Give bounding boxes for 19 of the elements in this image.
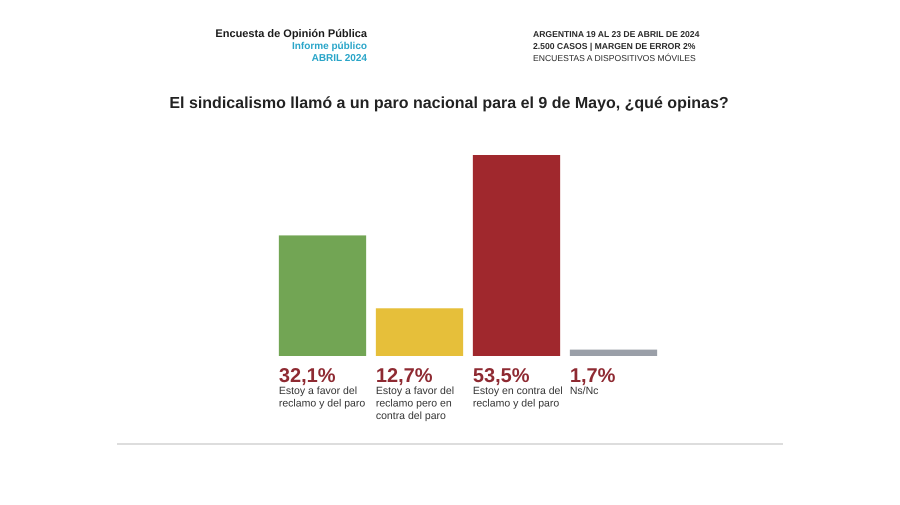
bar <box>278 235 366 356</box>
x-tick-label: Ns/Nc <box>570 385 598 397</box>
text: Informe público <box>292 41 367 52</box>
data-label: 12,7% <box>376 365 433 387</box>
text: ENCUESTAS A DISPOSITIVOS MÓVILES <box>533 53 696 63</box>
bar <box>570 350 658 356</box>
x-tick-label: Estoy a favor del reclamo pero en contra del paro <box>376 385 454 422</box>
x-tick-label: Estoy en contra del reclamo y del paro <box>472 385 563 410</box>
x-tick-label: Estoy a favor del reclamo y del paro <box>278 385 366 410</box>
text: ARGENTINA 19 AL 23 DE ABRIL DE 2024 <box>533 29 700 39</box>
data-label: 1,7% <box>570 365 616 387</box>
text: ABRIL 2024 <box>312 53 368 64</box>
bar <box>472 155 560 356</box>
data-label: 32,1% <box>278 365 336 387</box>
text: Encuesta de Opinión Pública <box>215 28 368 40</box>
text: 2.500 CASOS | MARGEN DE ERROR 2% <box>533 41 696 51</box>
bar <box>376 308 464 356</box>
chart-title: El sindicalismo llamó a un paro nacional para el 9 de Mayo, ¿qué opinas? <box>169 95 729 112</box>
data-label: 53,5% <box>472 365 530 387</box>
